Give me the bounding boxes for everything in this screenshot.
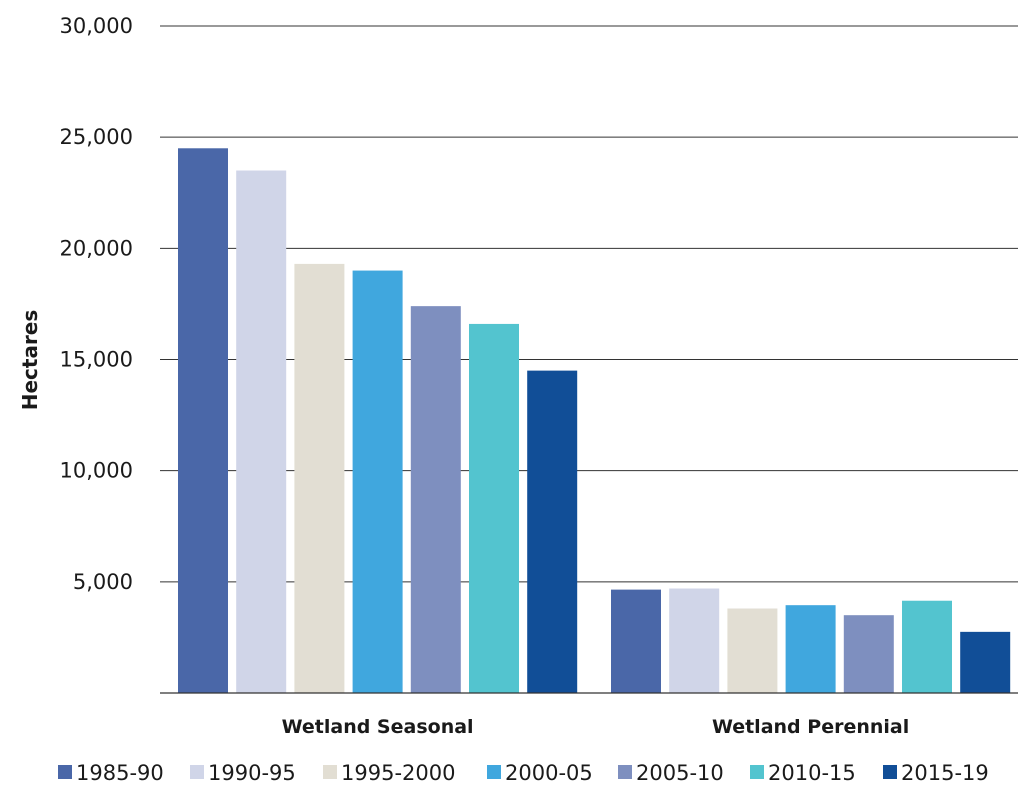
- bar-1985-90-wetland-perennial: [611, 589, 661, 693]
- y-tick-label: 20,000: [60, 236, 133, 260]
- legend: 1985-90 1990-95 1995-2000 2000-05 2005-10 201…: [58, 761, 989, 785]
- bars: [178, 148, 1011, 694]
- bar-1985-90-wetland-seasonal: [178, 148, 228, 694]
- bar-2005-10-wetland-perennial: [843, 615, 894, 693]
- y-axis-label: Hectares: [18, 310, 42, 411]
- legend-swatch: [58, 765, 72, 779]
- legend-label: 2000-05: [505, 761, 593, 785]
- bar-2015-19-wetland-seasonal: [527, 370, 578, 693]
- bar-2015-19-wetland-perennial: [960, 631, 1011, 693]
- legend-swatch: [750, 765, 764, 779]
- bar-1990-95-wetland-perennial: [669, 588, 720, 693]
- legend-swatch: [618, 765, 632, 779]
- y-tick-label: 10,000: [60, 459, 133, 483]
- y-tick-label: 30,000: [60, 14, 133, 38]
- x-category-label: Wetland Perennial: [712, 716, 909, 738]
- bar-2005-10-wetland-seasonal: [410, 306, 461, 693]
- bar-2010-15-wetland-seasonal: [469, 323, 519, 693]
- legend-swatch: [190, 765, 204, 779]
- legend-label: 1985-90: [76, 761, 164, 785]
- legend-label: 1995-2000: [341, 761, 455, 785]
- legend-swatch: [323, 765, 337, 779]
- bar-1995-2000-wetland-perennial: [727, 608, 778, 693]
- x-category-label: Wetland Seasonal: [282, 716, 474, 738]
- bar-1990-95-wetland-seasonal: [236, 170, 287, 693]
- y-tick-label: 15,000: [60, 348, 133, 372]
- gridlines: [160, 25, 1018, 583]
- legend-label: 1990-95: [208, 761, 296, 785]
- legend-label: 2010-15: [768, 761, 856, 785]
- bar-2000-05-wetland-perennial: [785, 605, 836, 693]
- legend-swatch: [487, 765, 501, 779]
- bar-1995-2000-wetland-seasonal: [294, 263, 345, 693]
- y-tick-label: 25,000: [60, 125, 133, 149]
- legend-swatch: [883, 765, 897, 779]
- legend-label: 2005-10: [636, 761, 724, 785]
- axes: 5,000 10,000 15,000 20,000 25,000 30,000 Wetla…: [60, 14, 1018, 738]
- legend-label: 2015-19: [901, 761, 989, 785]
- bar-2010-15-wetland-perennial: [902, 600, 952, 693]
- y-tick-label: 5,000: [73, 570, 133, 594]
- bar-2000-05-wetland-seasonal: [352, 270, 403, 693]
